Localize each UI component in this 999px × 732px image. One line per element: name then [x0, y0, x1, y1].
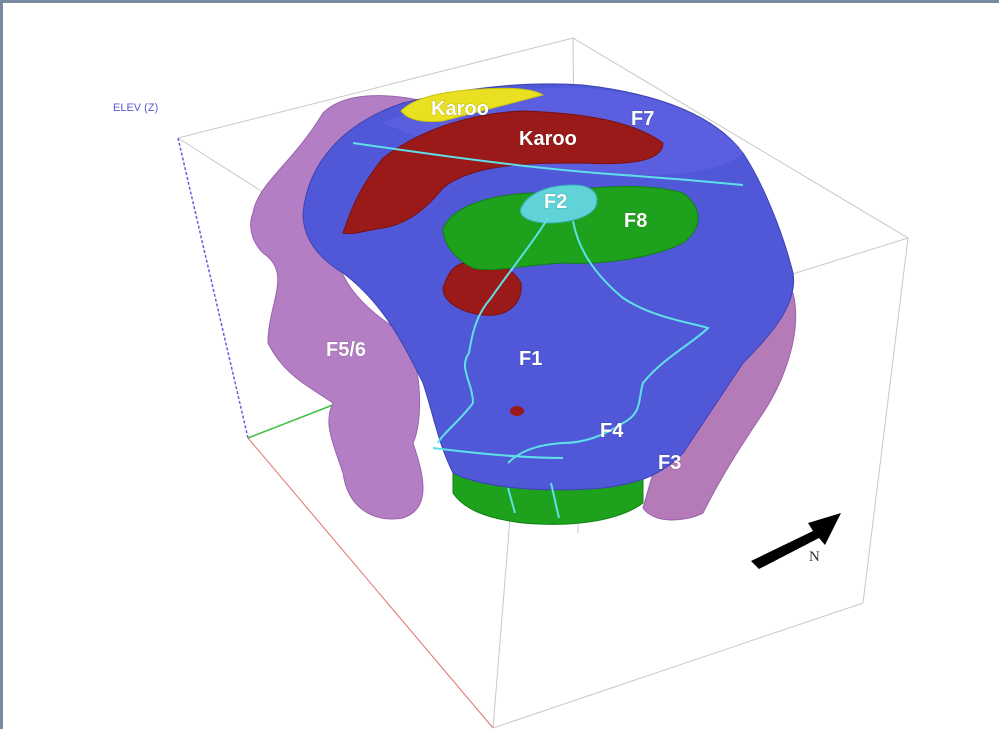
label-f2: F2: [544, 191, 567, 213]
label-f7: F7: [631, 108, 654, 130]
unit-karoo-red-lower: [442, 260, 522, 316]
fault-lines: [352, 142, 744, 519]
label-karoo-red: Karoo: [519, 128, 577, 150]
label-f4: F4: [600, 420, 624, 442]
label-f56: F5/6: [326, 339, 366, 361]
label-f3: F3: [658, 452, 681, 474]
unit-karoo-yellow: [400, 87, 545, 123]
elevation-axis-label: ELEV (Z): [113, 102, 158, 114]
unit-f2-cyan: [520, 184, 598, 224]
north-label: N: [809, 549, 820, 565]
bottom-edge: [492, 602, 864, 729]
north-arrow-icon: [751, 513, 841, 569]
z-axis-line: [177, 137, 249, 439]
label-f8: F8: [624, 210, 647, 232]
label-karoo-yellow: Karoo: [431, 98, 489, 120]
unit-karoo-red-upper: [342, 110, 664, 234]
unit-f8-green: [442, 185, 699, 271]
unit-marker: [510, 406, 524, 416]
geological-model-3d: ELEV (Z) Ka: [113, 37, 910, 729]
unit-f56-body: [250, 95, 434, 520]
label-f1: F1: [519, 348, 542, 370]
x-axis-line: [247, 437, 494, 729]
y-axis-line: [247, 400, 344, 439]
